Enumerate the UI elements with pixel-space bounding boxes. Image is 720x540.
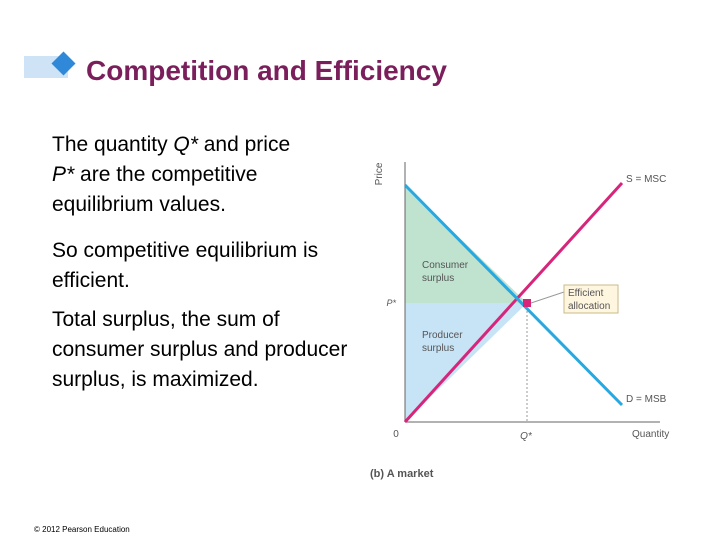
text-run: The quantity (52, 133, 174, 156)
origin-label: 0 (393, 429, 399, 440)
annotation-box (563, 284, 619, 314)
y-tick-label-p-star: P* (386, 298, 396, 308)
demand-curve-label: D = MSB (626, 394, 667, 405)
text-run-q-star: Q* (173, 133, 198, 156)
consumer-surplus-label-line2: surplus (422, 273, 454, 284)
consumer-surplus-label-line1: Consumer (422, 260, 469, 271)
x-axis-label: Quantity (632, 429, 669, 440)
text-run-p-star: P* (52, 163, 75, 186)
text-run: So competitive equilibrium is efficient. (52, 239, 319, 292)
producer-surplus-label-line1: Producer (422, 330, 463, 341)
chart-caption: (b) A market (370, 468, 434, 480)
paragraph-efficient: So competitive equilibrium is efficient. (52, 236, 352, 296)
supply-curve (403, 181, 624, 424)
annotation-leader-line (530, 291, 565, 304)
annotation-label-line2: allocation (568, 301, 610, 312)
text-run: and price (197, 133, 291, 156)
demand-curve (403, 183, 624, 407)
x-tick-label-q-star: Q* (520, 431, 533, 442)
market-chart: Efficient allocation Consumer surplus Pr… (370, 162, 669, 480)
producer-surplus-label-line2: surplus (422, 343, 454, 354)
slide-title: Competition and Efficiency (86, 55, 447, 86)
paragraph-equilibrium: The quantity Q* and price P* are the com… (52, 130, 352, 220)
text-run: are the competitive equilibrium values. (52, 163, 258, 216)
text-run: Total surplus, the sum of consumer surpl… (52, 308, 348, 391)
supply-curve-label: S = MSC (626, 174, 666, 185)
copyright-text: © 2012 Pearson Education (34, 525, 130, 534)
producer-surplus-area (405, 303, 527, 422)
y-axis-label: Price (374, 162, 385, 185)
title-decoration (24, 51, 84, 82)
equilibrium-point (523, 299, 531, 307)
annotation-label-line1: Efficient (568, 288, 604, 299)
paragraph-total-surplus: Total surplus, the sum of consumer surpl… (52, 305, 352, 395)
